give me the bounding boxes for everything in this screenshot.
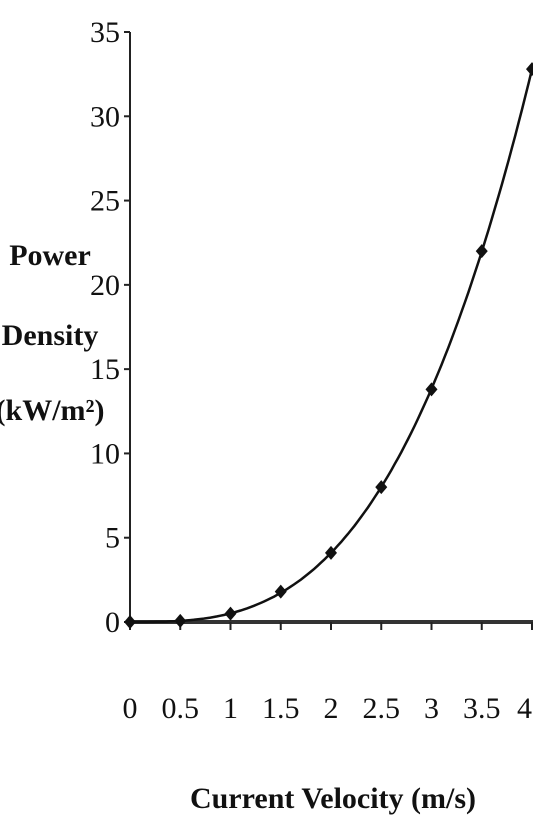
plot-area: 0 5 10 15 20 25 30 35 0 0.5 1 1.5 2 2.5 3 3.5 4 <box>90 16 533 725</box>
data-point <box>174 613 187 628</box>
y-tick-label: 0 <box>105 606 120 639</box>
y-tick-label: 10 <box>90 437 120 470</box>
y-axis-title-line-2: Density <box>2 319 99 352</box>
y-tick-label: 5 <box>105 522 120 555</box>
series-line <box>130 68 533 624</box>
x-tick-label: 3.5 <box>463 692 501 725</box>
data-point <box>375 480 388 495</box>
x-tick-label: 0 <box>123 692 138 725</box>
data-point <box>274 584 287 599</box>
y-tick-label: 30 <box>90 100 120 133</box>
data-point <box>124 615 136 629</box>
data-point <box>425 382 438 397</box>
y-tick-label: 20 <box>90 269 120 302</box>
x-tick-label: 1.5 <box>262 692 300 725</box>
data-point <box>325 545 337 560</box>
y-tick-label: 25 <box>90 185 120 218</box>
y-axis-title-line-1: Power <box>9 239 91 272</box>
data-point <box>475 244 488 259</box>
data-point <box>526 62 533 77</box>
y-axis-title-line-3: (kW/m²) <box>0 394 104 427</box>
x-tick-label: 2.5 <box>363 692 401 725</box>
x-tick-label: 0.5 <box>162 692 200 725</box>
y-tick-label: 15 <box>90 353 120 386</box>
data-point <box>224 606 237 621</box>
x-tick-label: 3 <box>424 692 439 725</box>
y-tick-label: 35 <box>90 16 120 49</box>
y-axis-title: Power Density (kW/m²) <box>0 239 104 427</box>
x-tick-label: 1 <box>223 692 238 725</box>
x-axis-title: Current Velocity (m/s) <box>190 782 476 815</box>
x-tick-label: 4 <box>517 692 532 725</box>
x-tick-label: 2 <box>324 692 339 725</box>
